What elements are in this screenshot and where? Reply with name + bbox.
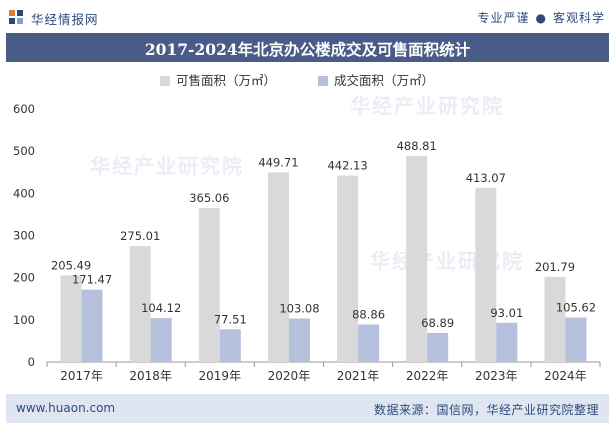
x-tick-label: 2023年 (475, 369, 518, 383)
data-label: 105.62 (556, 300, 596, 314)
legend-label-0: 可售面积（万㎡） (176, 73, 276, 88)
legend-swatch-1 (318, 76, 328, 86)
y-tick-label: 300 (13, 229, 35, 243)
bar-transacted (427, 332, 449, 362)
data-label: 104.12 (141, 301, 181, 315)
data-label: 442.13 (327, 159, 367, 173)
tagline: 专业严谨 ● 客观科学 (477, 9, 605, 26)
y-tick-label: 100 (13, 313, 35, 327)
data-label: 201.79 (535, 260, 575, 274)
x-tick-label: 2022年 (406, 369, 449, 383)
tagline-right: 客观科学 (552, 11, 605, 25)
x-tick-label: 2021年 (337, 369, 380, 383)
logo-icon (9, 10, 23, 24)
legend-swatch-0 (160, 76, 170, 86)
data-label: 77.51 (214, 312, 247, 326)
data-label: 488.81 (397, 139, 437, 153)
bar-transacted (565, 317, 587, 362)
site-name: 华经情报网 (31, 12, 99, 27)
x-tick-label: 2024年 (544, 369, 587, 383)
bar-available (198, 208, 220, 362)
x-tick-label: 2017年 (60, 369, 103, 383)
data-label: 103.08 (279, 302, 319, 316)
y-tick-label: 500 (13, 144, 35, 158)
y-tick-label: 0 (28, 355, 35, 369)
tagline-left: 专业严谨 (477, 11, 530, 25)
bar-available (60, 275, 82, 362)
data-label: 68.89 (421, 316, 454, 330)
bar-available (406, 155, 428, 362)
bar-available (475, 187, 497, 362)
footer-url[interactable]: www.huaon.com (16, 401, 116, 415)
y-tick-label: 600 (13, 102, 35, 116)
y-tick-label: 200 (13, 271, 35, 285)
data-label: 205.49 (51, 258, 91, 272)
data-label: 449.71 (258, 155, 298, 169)
title-bar: 2017-2024年北京办公楼成交及可售面积统计 (6, 33, 609, 62)
bar-transacted (150, 318, 172, 362)
bar-available (129, 246, 151, 362)
data-label: 93.01 (490, 306, 523, 320)
x-tick-label: 2020年 (268, 369, 311, 383)
bar-transacted (288, 318, 310, 362)
bar-transacted (496, 322, 518, 362)
bar-transacted (219, 329, 241, 362)
bar-available (337, 175, 359, 362)
bar-available (267, 172, 289, 362)
data-source: 数据来源：国信网，华经产业研究院整理 (373, 403, 599, 417)
header-bar: 华经情报网 专业严谨 ● 客观科学 (0, 0, 615, 33)
data-label: 88.86 (352, 308, 385, 322)
bar-available (544, 276, 566, 362)
chart-title: 2017-2024年北京办公楼成交及可售面积统计 (144, 40, 471, 59)
x-tick-label: 2018年 (129, 369, 172, 383)
tagline-dot: ● (535, 11, 547, 25)
footer-bar: www.huaon.com 数据来源：国信网，华经产业研究院整理 (6, 394, 609, 423)
data-label: 275.01 (120, 229, 160, 243)
legend-label-1: 成交面积（万㎡） (334, 73, 434, 88)
bar-transacted (81, 289, 103, 362)
bar-transacted (358, 324, 380, 362)
x-tick-label: 2019年 (199, 369, 242, 383)
y-tick-label: 400 (13, 186, 35, 200)
data-label: 365.06 (189, 191, 229, 205)
data-label: 413.07 (466, 171, 506, 185)
bar-chart: 可售面积（万㎡） 成交面积（万㎡） 0 100 200 300 400 500 600 2017年… (13, 73, 601, 383)
data-label: 171.47 (72, 273, 112, 287)
